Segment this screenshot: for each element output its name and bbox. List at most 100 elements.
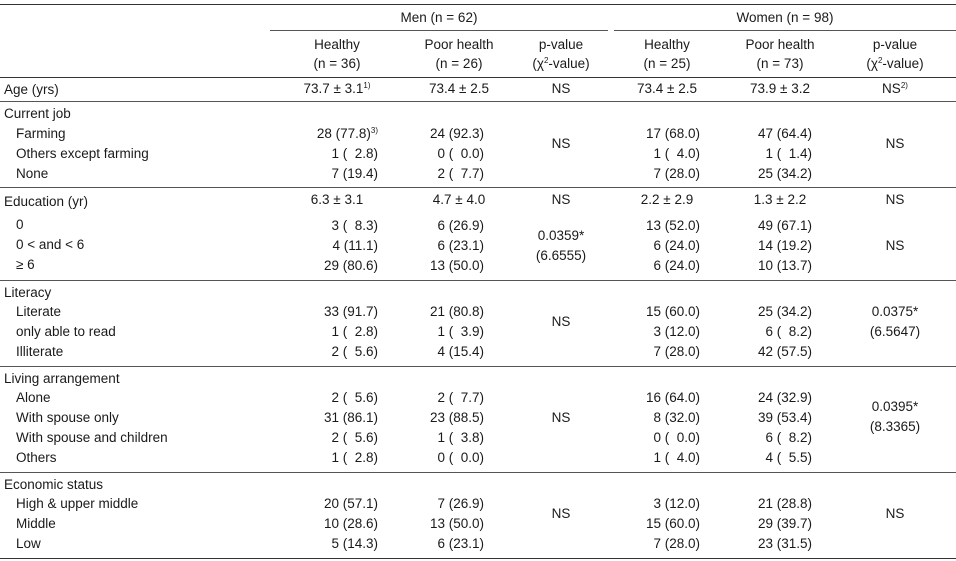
table-cell: 24 (92.3) xyxy=(429,126,484,141)
age-women-p: NS2) xyxy=(882,81,908,96)
rule-after-living xyxy=(0,472,956,473)
age-label: Age (yrs) xyxy=(4,82,59,97)
table-cell: 1 ( 4.0) xyxy=(653,450,700,465)
job-women-p: NS xyxy=(885,136,905,151)
table-cell: 24 (32.9) xyxy=(757,390,812,405)
table-cell: 39 (53.4) xyxy=(757,410,812,425)
header-rule xyxy=(0,77,956,78)
table-cell: 7 (28.0) xyxy=(653,536,700,551)
table-cell: 2 ( 7.7) xyxy=(437,390,484,405)
table-cell: 1 ( 2.8) xyxy=(331,450,378,465)
table-cell: 0 ( 0.0) xyxy=(653,430,700,445)
women-poor-header: Poor health (n = 73) xyxy=(745,37,815,71)
table-cell: 23 (88.5) xyxy=(429,410,484,425)
edu-men-p: 0.0359* xyxy=(537,228,585,243)
table-row-label: Middle xyxy=(16,516,56,531)
table-cell: 2 ( 5.6) xyxy=(331,430,378,445)
age-men-poor: 73.4 ± 2.5 xyxy=(429,81,489,96)
table-cell: 10 (28.6) xyxy=(323,516,378,531)
table-cell: 29 (80.6) xyxy=(323,258,378,273)
education-label: Education (yr) xyxy=(4,194,89,209)
edu-men-healthy: 6.3 ± 3.1 xyxy=(310,192,364,207)
table-cell: 0 ( 0.0) xyxy=(437,450,484,465)
table-cell: 13 (50.0) xyxy=(429,516,484,531)
table-cell: 6 (24.0) xyxy=(653,238,700,253)
table-cell: 25 (34.2) xyxy=(757,166,812,181)
edu-men-p-mean: NS xyxy=(551,192,571,207)
table-row-label: With spouse only xyxy=(16,410,119,425)
table-cell: 7 (26.9) xyxy=(437,496,484,511)
table-cell: 28 (77.8)3) xyxy=(316,126,378,141)
table-cell: 7 (28.0) xyxy=(653,344,700,359)
rule-after-job xyxy=(0,187,956,188)
table-cell: 33 (91.7) xyxy=(323,304,378,319)
rule-after-literacy xyxy=(0,366,956,367)
table-cell: 1 ( 2.8) xyxy=(331,324,378,339)
table-cell: 13 (50.0) xyxy=(429,258,484,273)
table-cell: 3 ( 8.3) xyxy=(331,218,378,233)
table-cell: 31 (86.1) xyxy=(323,410,378,425)
table-cell: 4 (15.4) xyxy=(437,344,484,359)
table-cell: 49 (67.1) xyxy=(757,218,812,233)
table-cell: 21 (80.8) xyxy=(429,304,484,319)
edu-women-p: NS xyxy=(885,238,905,253)
table-row-label: With spouse and children xyxy=(16,430,168,445)
table-row-label: Farming xyxy=(16,126,66,141)
living-women-chi: (8.3365) xyxy=(869,419,921,434)
table-cell: 1 ( 4.0) xyxy=(653,146,700,161)
job-men-p: NS xyxy=(551,136,571,151)
table-cell: 2 ( 5.6) xyxy=(331,344,378,359)
table-row-label: ≥ 6 xyxy=(16,257,35,272)
table-cell: 7 (19.4) xyxy=(331,166,378,181)
table-row-label: Illiterate xyxy=(16,344,64,359)
table-row-label: High & upper middle xyxy=(16,496,139,511)
table-cell: 20 (57.1) xyxy=(323,496,378,511)
literacy-label: Literacy xyxy=(4,285,52,300)
table-cell: 6 (24.0) xyxy=(653,258,700,273)
age-men-p: NS xyxy=(551,81,571,96)
literacy-women-p: 0.0375* xyxy=(871,304,919,319)
economic-men-p: NS xyxy=(551,506,571,521)
table-cell: 7 (28.0) xyxy=(653,166,700,181)
living-men-p: NS xyxy=(551,410,571,425)
living-label: Living arrangement xyxy=(4,371,120,386)
table-row-label: Low xyxy=(16,536,41,551)
table-cell: 3 (12.0) xyxy=(653,496,700,511)
men-group-rule xyxy=(270,30,608,31)
table-cell: 6 ( 8.2) xyxy=(765,430,812,445)
rule-after-age xyxy=(0,101,956,102)
living-women-p: 0.0395* xyxy=(871,399,919,414)
women-group-rule xyxy=(614,30,956,31)
table-cell: 4 ( 5.5) xyxy=(765,450,812,465)
literacy-men-p: NS xyxy=(551,314,571,329)
men-header: Men (n = 62) xyxy=(400,10,478,25)
table-cell: 23 (31.5) xyxy=(757,536,812,551)
table-row-label: Others except farming xyxy=(16,146,149,161)
edu-women-healthy: 2.2 ± 2.9 xyxy=(640,192,694,207)
table-row-label: Literate xyxy=(16,304,62,319)
edu-women-poor: 1.3 ± 2.2 xyxy=(753,192,807,207)
economic-label: Economic status xyxy=(4,477,104,492)
table-cell: 15 (60.0) xyxy=(645,304,700,319)
table-cell: 10 (13.7) xyxy=(757,258,812,273)
men-healthy-header: Healthy (n = 36) xyxy=(313,37,361,71)
table-cell: 42 (57.5) xyxy=(757,344,812,359)
table-row-label: Others xyxy=(16,450,57,465)
table-cell: 6 (23.1) xyxy=(437,536,484,551)
men-pvalue-header: p-value (χ2-value) xyxy=(532,37,590,71)
table-cell: 8 (32.0) xyxy=(653,410,700,425)
table-cell: 4 (11.1) xyxy=(332,238,378,253)
table-cell: 0 ( 0.0) xyxy=(437,146,484,161)
table-cell: 13 (52.0) xyxy=(645,218,700,233)
rule-after-education xyxy=(0,280,956,281)
table-cell: 6 ( 8.2) xyxy=(765,324,812,339)
table-row-label: 0 < and < 6 xyxy=(16,237,85,252)
table-cell: 47 (64.4) xyxy=(757,126,812,141)
table-cell: 21 (28.8) xyxy=(757,496,812,511)
table-cell: 5 (14.3) xyxy=(331,536,378,551)
table-cell: 2 ( 5.6) xyxy=(331,390,378,405)
bottom-rule xyxy=(0,558,956,559)
table-cell: 29 (39.7) xyxy=(757,516,812,531)
women-healthy-header: Healthy (n = 25) xyxy=(643,37,691,71)
age-women-poor: 73.9 ± 3.2 xyxy=(750,81,810,96)
